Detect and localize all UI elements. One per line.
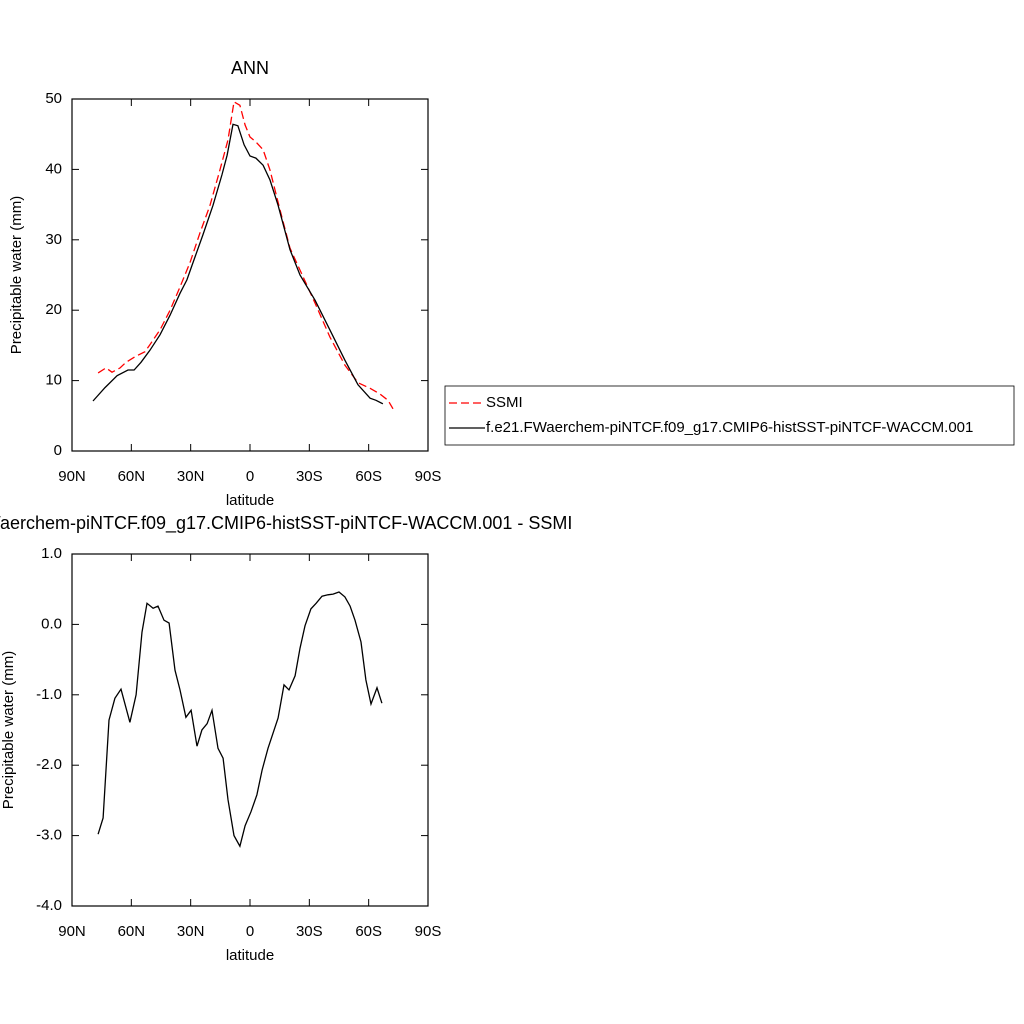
chart-title: f.e21.FWaerchem-piNTCF.f09_g17.CMIP6-his…: [0, 513, 572, 534]
y-tick-label: 50: [45, 90, 62, 107]
x-tick-label: 90S: [415, 923, 442, 940]
y-tick-label: -3.0: [36, 827, 62, 844]
y-tick-label: -1.0: [36, 686, 62, 703]
plot-frame: [71, 553, 429, 907]
data-line: [92, 123, 384, 405]
legend-label: f.e21.FWaerchem-piNTCF.f09_g17.CMIP6-his…: [486, 419, 973, 436]
x-tick-label: 30N: [177, 923, 205, 940]
y-tick-label: 40: [45, 160, 62, 177]
plot-frame: [71, 98, 429, 452]
y-tick-label: -2.0: [36, 756, 62, 773]
x-tick-label: 30S: [296, 468, 323, 485]
x-tick-label: 0: [246, 468, 254, 485]
x-tick-label: 60S: [355, 468, 382, 485]
x-tick-label: 90N: [58, 468, 86, 485]
y-tick-label: 1.0: [41, 545, 62, 562]
chart-title: ANN: [231, 58, 269, 78]
x-tick-label: 0: [246, 923, 254, 940]
y-axis-label: Precipitable water (mm): [0, 651, 17, 809]
x-axis-label: latitude: [226, 492, 274, 509]
x-tick-label: 90N: [58, 923, 86, 940]
y-axis-label: Precipitable water (mm): [8, 196, 25, 354]
y-tick-label: 0: [54, 442, 62, 459]
x-tick-label: 30S: [296, 923, 323, 940]
x-tick-label: 60N: [118, 923, 146, 940]
legend-box: [444, 385, 1015, 446]
x-tick-label: 60N: [118, 468, 146, 485]
y-tick-label: 0.0: [41, 615, 62, 632]
x-axis-label: latitude: [226, 947, 274, 964]
x-tick-label: 90S: [415, 468, 442, 485]
legend-label: SSMI: [486, 394, 523, 411]
x-tick-label: 60S: [355, 923, 382, 940]
y-tick-label: 20: [45, 301, 62, 318]
y-tick-label: 30: [45, 231, 62, 248]
x-tick-label: 30N: [177, 468, 205, 485]
y-tick-label: -4.0: [36, 897, 62, 914]
data-line: [97, 591, 383, 848]
data-line: [97, 100, 394, 410]
y-tick-label: 10: [45, 372, 62, 389]
